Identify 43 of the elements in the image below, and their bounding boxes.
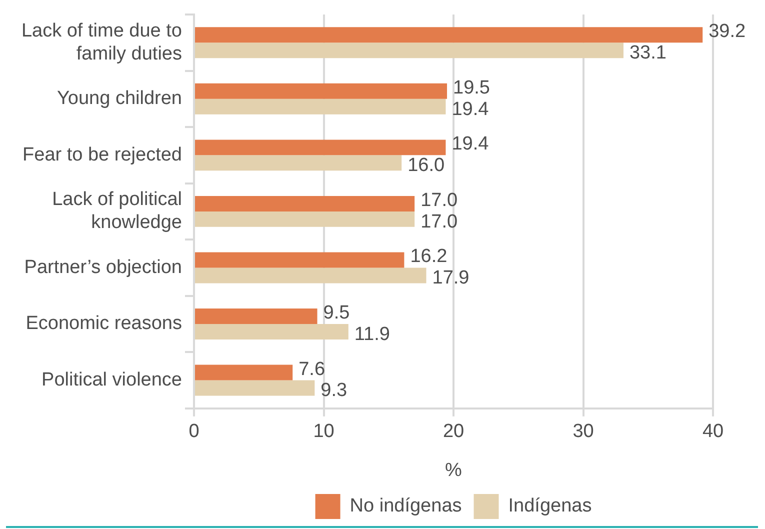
legend-label: Indígenas [508,496,592,517]
data-label: 16.0 [408,155,445,176]
data-label: 33.1 [629,42,666,64]
bar [195,252,404,268]
y-tick-label: Young children [56,88,182,110]
data-label: 39.2 [708,21,746,42]
data-label: 17.9 [432,268,470,289]
data-label: 17.0 [420,190,458,211]
x-axis-title: % [445,460,462,481]
bar [195,308,318,324]
x-tick-label: 20 [442,421,464,442]
bar [195,98,446,114]
data-label: 7.6 [298,358,326,380]
bar [195,155,402,171]
y-tick-label: Economic reasons [26,313,182,334]
bar [195,380,315,396]
y-tick-label: Partner’s objection [24,256,182,278]
x-tick-label: 10 [313,421,334,442]
data-label: 19.4 [452,134,490,155]
bar [195,268,426,284]
data-label: 19.4 [452,98,490,120]
y-tick-label: Lack of political knowledge [52,189,182,234]
legend-label: No indígenas [350,496,462,517]
bar [195,27,703,43]
x-tick-label: 40 [702,421,724,442]
bar [195,196,415,212]
data-label: 19.5 [453,77,490,98]
y-tick-label: Lack of time due to family duties [21,20,182,64]
data-label: 9.5 [323,302,350,324]
bar [195,42,624,58]
y-tick-label: Political violence [42,370,182,390]
bar [195,140,446,156]
data-label: 11.9 [354,324,390,345]
bar [195,83,448,99]
x-tick-label: 30 [572,421,594,442]
y-tick-label: Fear to be rejected [22,144,182,166]
data-label: 16.2 [410,246,448,268]
bar [195,324,348,340]
data-label: 9.3 [320,380,348,402]
bar [195,364,293,380]
data-label: 17.0 [420,211,458,232]
x-tick-label: 0 [188,421,200,442]
bar [195,211,415,227]
